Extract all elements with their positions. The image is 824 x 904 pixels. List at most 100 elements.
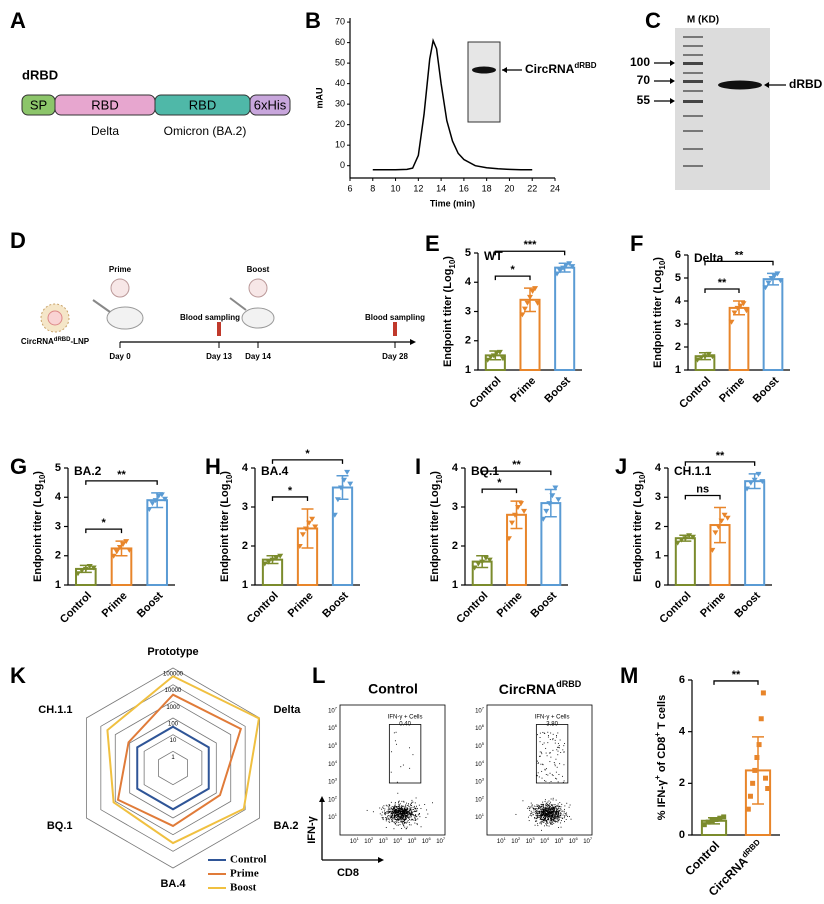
x-tick-label: Prime [100,590,130,620]
cell-dot [563,764,565,766]
cell-dot [401,808,403,810]
cell-dot [550,819,551,821]
cell-dot [548,813,550,815]
cell-dot [366,809,368,811]
label-part: 10 [38,474,47,483]
point [713,817,719,822]
cell-dot [407,812,409,814]
x-tick-label: 20 [504,183,514,193]
cell-dot [557,781,559,783]
cell-dot [565,813,567,815]
cell-dot [547,822,549,824]
cell-dot [551,812,553,814]
cell-dot [405,821,407,823]
cell-dot [400,819,402,821]
cell-dot [385,818,387,820]
point [717,815,723,821]
point [496,349,503,355]
y-tick-label: 104 [328,758,338,767]
cell-dot [400,811,401,813]
cell-dot [543,814,545,816]
cell-dot [537,815,538,816]
cell-dot [394,740,396,742]
tick-base: 10 [475,779,482,785]
cell-dot [557,754,559,756]
cell-dot [551,811,553,813]
cell-dot [394,808,396,810]
cell-dot [526,807,528,809]
y-axis-label: mAU [314,87,324,108]
cell-dot [399,819,401,821]
cell-dot [398,817,400,819]
cell-dot [544,814,546,816]
axis [349,18,555,179]
cell-dot [410,812,412,814]
y-tick-label: 6 [679,674,685,686]
cell-dot [556,821,558,823]
cell-dot [381,817,383,819]
cell-dot [390,819,392,821]
cell-dot [404,807,406,809]
cell-dot [549,820,551,822]
panel-letter: D [10,228,26,253]
cell-dot [403,806,405,808]
cell-dot [396,814,398,816]
x-tick-label: Control [657,590,693,626]
cell-dot [402,807,404,809]
cell-dot [550,804,552,806]
cell-dot [554,815,556,817]
point [768,276,775,281]
point [82,566,89,572]
x-tick-label: Prime [508,375,538,405]
cell-dot [541,829,542,831]
cell-dot [544,814,545,816]
cell-dot [553,809,555,811]
cell-dot [551,822,553,823]
cell-dot [569,816,570,818]
label-part: Boost [732,589,763,620]
cell-dot [537,762,539,764]
cell-dot [547,813,549,815]
cell-dot [547,735,549,736]
cell-dot [405,828,407,830]
cell-dot [400,817,402,818]
point [123,539,130,545]
cell-dot [554,816,556,818]
cell-dot [548,805,550,806]
cell-dot [556,805,558,807]
panel-letter: A [10,8,26,33]
cell-dot [532,807,534,809]
y-tick-label: 105 [475,741,485,750]
cell-dot [551,807,553,809]
radar-ring [85,667,261,869]
cell-dot [393,807,394,809]
cell-dot [415,807,416,809]
cell-dot [531,804,533,806]
cell-dot [404,811,406,813]
cell-dot [540,812,542,814]
cell-dot [546,825,548,827]
cell-dot [390,816,392,818]
point [527,294,533,300]
point [563,262,570,268]
cell-dot [401,818,403,819]
cell-dot [396,807,398,808]
point [331,512,338,518]
tick-base: 10 [350,839,357,845]
tick-exp: 3 [482,776,485,781]
tick-exp: 6 [576,836,579,841]
cell-dot [397,816,399,818]
panel-letter: F [630,231,643,256]
cell-dot [394,818,396,820]
x-tick-label: Prime [286,590,316,620]
cell-dot [550,809,552,811]
cell-dot [387,811,389,812]
cell-dot [393,815,395,817]
cell-dot [387,809,389,811]
cell-dot [542,817,544,819]
cell-dot [552,814,554,816]
cell-dot [536,774,538,776]
sig-bracket [494,250,566,256]
cell-dot [399,824,401,826]
cell-dot [544,810,546,812]
